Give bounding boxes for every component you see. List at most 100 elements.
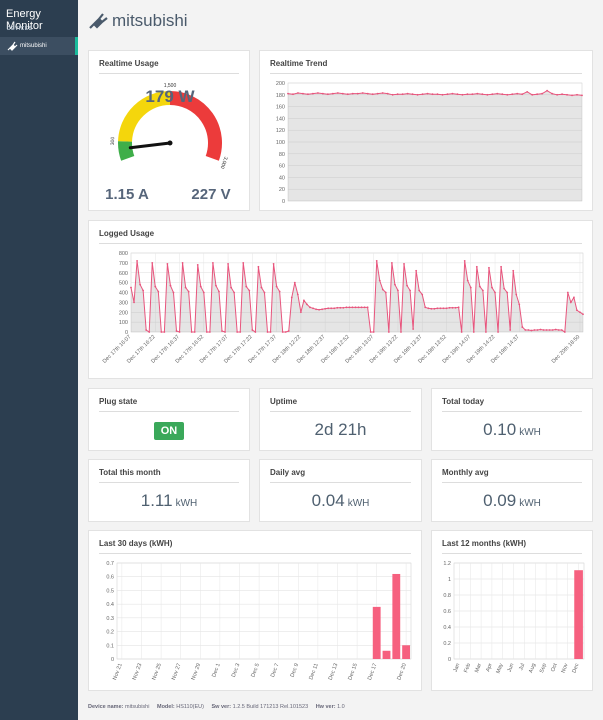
point — [375, 260, 378, 262]
stat-value: 0.04 — [311, 491, 345, 510]
x-tick-label: Nov 29 — [191, 663, 203, 681]
point — [202, 291, 205, 294]
stat-unit: kWH — [347, 498, 370, 509]
x-tick-label: Nov 25 — [151, 663, 163, 681]
point — [512, 269, 515, 272]
point — [391, 93, 394, 96]
point — [406, 284, 408, 287]
point — [557, 329, 560, 331]
y-tick-label: 200 — [119, 310, 128, 316]
point — [448, 306, 451, 309]
point — [212, 261, 214, 264]
point — [545, 329, 548, 331]
point — [501, 93, 504, 96]
card: Last 12 months (kWH) 0 0.2 0.4 0.6 0.8 1 1.2 Ja… — [431, 530, 593, 691]
point — [218, 290, 220, 293]
point — [569, 301, 572, 304]
x-tick-label: Dec 13 — [328, 663, 340, 681]
x-tick-label: Dec 20 — [396, 663, 408, 681]
point — [372, 331, 375, 333]
y-tick-label: 60 — [279, 164, 285, 170]
point — [326, 93, 329, 96]
point — [563, 331, 566, 333]
y-tick-label: 0.8 — [443, 593, 451, 599]
point — [536, 329, 539, 331]
x-tick-label: Mar — [474, 662, 483, 673]
area — [288, 90, 582, 201]
card-title: Realtime Usage — [99, 59, 239, 74]
point — [324, 307, 327, 310]
gauge-band — [169, 91, 222, 161]
point — [556, 93, 558, 96]
bar — [392, 573, 401, 659]
x-tick-label: Dec — [571, 662, 580, 673]
point — [172, 291, 175, 294]
stat-card: Monthly avg 0.09 kWH — [431, 459, 593, 522]
point — [478, 285, 481, 288]
point — [175, 330, 178, 332]
point — [485, 331, 487, 333]
area — [131, 260, 583, 332]
point — [133, 301, 135, 304]
x-tick-label: Nov 23 — [132, 663, 144, 681]
point — [576, 309, 578, 312]
point — [481, 289, 484, 292]
footer-label: Device name: — [88, 704, 124, 710]
point — [516, 92, 519, 95]
point — [472, 331, 475, 333]
stat-value: 1.11 — [140, 491, 173, 510]
point — [169, 284, 172, 287]
point — [418, 289, 421, 292]
point — [546, 89, 549, 92]
card-title: Daily avg — [270, 468, 411, 483]
x-tick-label: Jul — [518, 663, 526, 672]
point — [130, 286, 132, 289]
point — [396, 93, 399, 96]
footer-value: 1.2.5 Build 171213 Rel.101523 — [232, 704, 309, 710]
point — [278, 290, 281, 293]
chart: 0 20 40 60 80 100 120 140 160 180 200 — [276, 81, 583, 205]
point — [345, 306, 348, 309]
point — [451, 92, 454, 95]
point — [515, 293, 518, 296]
point — [163, 331, 166, 333]
point — [239, 331, 242, 333]
x-tick-label: Aug — [528, 663, 537, 674]
state-badge: ON — [153, 422, 185, 440]
point — [315, 308, 317, 311]
point — [466, 279, 469, 282]
gauge-tick-label: 3,000 — [219, 156, 229, 170]
point — [541, 92, 544, 95]
line — [130, 260, 584, 333]
plug-icon — [7, 41, 18, 51]
x-tick-label: Feb — [463, 663, 472, 674]
point — [491, 286, 493, 289]
point — [548, 329, 551, 331]
point — [401, 93, 404, 96]
point — [275, 285, 278, 288]
stat-card: Plug state ON — [88, 388, 250, 451]
point — [421, 93, 424, 96]
gauge-band — [118, 141, 135, 161]
point — [526, 90, 529, 93]
point — [215, 284, 217, 287]
point — [293, 281, 296, 284]
point — [460, 331, 463, 333]
device-link[interactable]: mitsubishi — [0, 37, 78, 55]
point — [421, 293, 424, 296]
x-tick-label: Nov 27 — [171, 663, 183, 681]
x-tick-label: Dec 20th 18:50 — [551, 334, 582, 365]
y-tick-label: 40 — [279, 175, 285, 181]
point — [424, 306, 427, 309]
point — [412, 328, 415, 330]
bar — [382, 650, 391, 659]
card-title: Uptime — [270, 397, 411, 412]
y-tick-label: 0 — [111, 657, 114, 663]
point — [351, 92, 354, 95]
point — [411, 93, 414, 96]
point — [427, 307, 430, 310]
point — [461, 93, 464, 96]
y-tick-label: 0.6 — [443, 609, 451, 615]
y-tick-label: 0.6 — [106, 575, 114, 581]
point — [521, 326, 524, 328]
